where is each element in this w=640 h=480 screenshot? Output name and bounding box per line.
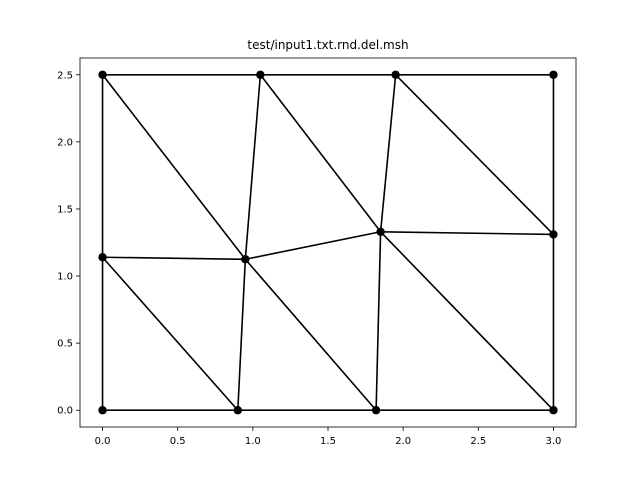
mesh-node-10 — [391, 70, 400, 79]
y-tick-label-5: 2.5 — [57, 70, 73, 81]
y-tick-label-4: 2.0 — [57, 137, 73, 148]
mesh-node-7 — [549, 230, 558, 239]
y-tick-label-3: 1.5 — [57, 204, 73, 215]
mesh-edge-10 — [101, 256, 247, 261]
chart-title: test/input1.txt.rnd.del.msh — [247, 38, 408, 52]
mesh-edge-15 — [244, 258, 377, 412]
mesh-edge-14 — [237, 258, 247, 412]
mesh-edge-11 — [244, 230, 382, 261]
y-tick-label-2: 1.0 — [57, 272, 73, 283]
mesh-node-8 — [98, 70, 107, 79]
x-tick-label-3: 1.5 — [320, 436, 336, 447]
x-tick-label-2: 1.0 — [245, 436, 261, 447]
y-axis: 0.0 0.5 1.0 1.5 2.0 2.5 — [57, 70, 80, 417]
mesh-node-0 — [98, 406, 107, 415]
mesh-edge-18 — [101, 73, 247, 261]
x-axis: 0.0 0.5 1.0 1.5 2.0 2.5 3.0 — [95, 427, 562, 447]
mesh-node-6 — [376, 227, 385, 236]
mesh-edge-19 — [244, 73, 262, 261]
mesh-node-3 — [549, 406, 558, 415]
x-tick-label-0: 0.0 — [95, 436, 111, 447]
mesh-edge-17 — [379, 230, 555, 412]
mesh-edge-22 — [394, 73, 555, 236]
mesh-edge-13 — [101, 256, 239, 412]
mesh-node-1 — [233, 406, 243, 415]
mesh-node-11 — [549, 70, 558, 79]
mesh-node-9 — [256, 70, 265, 79]
mesh-node-5 — [241, 255, 250, 264]
mesh-node-4 — [98, 253, 107, 262]
x-tick-label-4: 2.0 — [395, 436, 411, 447]
mesh-node-2 — [371, 406, 381, 415]
mesh-edge-20 — [259, 73, 382, 233]
mesh-edges — [101, 73, 555, 412]
mesh-edge-16 — [375, 230, 382, 412]
mesh-nodes — [98, 70, 558, 415]
mesh-edge-12 — [379, 230, 555, 236]
x-tick-label-5: 2.5 — [470, 436, 486, 447]
x-tick-label-6: 3.0 — [546, 436, 562, 447]
y-tick-label-1: 0.5 — [57, 339, 73, 350]
mesh-edge-21 — [379, 73, 397, 233]
y-tick-label-0: 0.0 — [57, 406, 73, 417]
x-tick-label-1: 0.5 — [170, 436, 186, 447]
